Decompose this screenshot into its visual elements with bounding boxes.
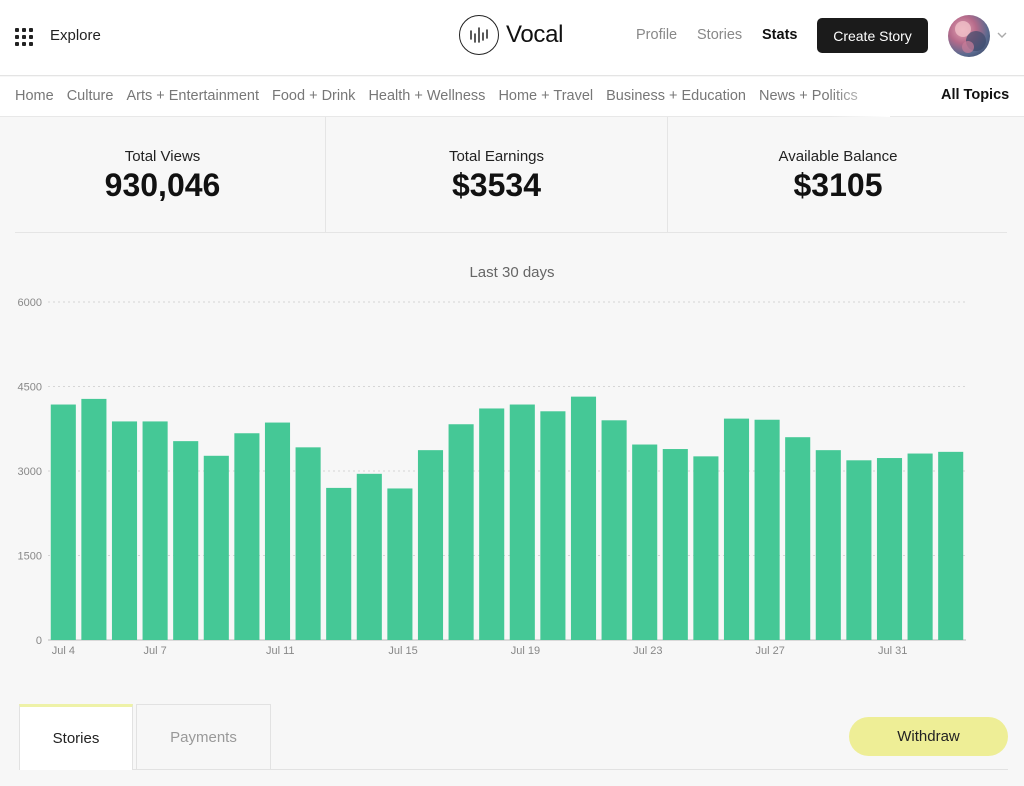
bar[interactable] <box>81 398 107 640</box>
stat-value: $3534 <box>452 167 541 203</box>
stat-label: Total Earnings <box>448 148 545 165</box>
x-tick-label: Jul 7 <box>144 645 167 657</box>
nav-profile[interactable]: Profile <box>636 27 678 43</box>
bar[interactable] <box>142 421 168 640</box>
bar[interactable] <box>785 437 811 640</box>
avatar[interactable] <box>948 15 990 57</box>
y-tick-label: 4500 <box>18 382 42 394</box>
bar[interactable] <box>540 411 566 640</box>
bar[interactable] <box>479 408 505 640</box>
apps-grid-icon[interactable] <box>15 28 33 46</box>
bar[interactable] <box>173 441 199 640</box>
tabs-underline <box>133 769 1008 770</box>
stat-total-views: Total Views 930,046 <box>0 117 325 233</box>
stat-available-balance: Available Balance $3105 <box>668 117 1008 233</box>
bar[interactable] <box>50 404 76 640</box>
top-header: Explore Vocal Profile Stories Stats Crea… <box>0 0 1024 76</box>
chart-title: Last 30 days <box>469 264 555 281</box>
views-bar-chart: 0 1500 3000 4500 6000 Jul 4 Jul 7 Jul 11 Jul 15 J… <box>18 297 966 657</box>
x-tick-label: Jul 23 <box>633 645 662 657</box>
tab-stories[interactable]: Stories <box>19 704 133 770</box>
x-tick-label: Jul 31 <box>878 645 907 657</box>
bar[interactable] <box>509 404 535 640</box>
topics-bar: Home Culture Arts + Entertainment Food + Dr… <box>0 77 1024 117</box>
bar[interactable] <box>876 458 903 640</box>
nav-stories[interactable]: Stories <box>697 27 743 43</box>
bar[interactable] <box>417 450 444 640</box>
bar[interactable] <box>693 456 719 640</box>
topic-health-wellness[interactable]: Health + Wellness <box>368 88 486 104</box>
nav-stats[interactable]: Stats <box>762 27 798 43</box>
bar[interactable] <box>632 444 658 640</box>
bar[interactable] <box>938 451 964 640</box>
bar[interactable] <box>907 453 933 640</box>
bar[interactable] <box>203 455 229 640</box>
bar[interactable] <box>326 487 352 640</box>
create-story-button[interactable]: Create Story <box>817 18 928 53</box>
topic-home[interactable]: Home <box>15 88 54 104</box>
bar[interactable] <box>570 396 597 640</box>
tab-payments[interactable]: Payments <box>136 704 271 770</box>
vocal-logo-icon <box>459 15 499 55</box>
topic-home-travel[interactable]: Home + Travel <box>498 88 594 104</box>
explore-link[interactable]: Explore <box>50 27 101 44</box>
vocal-logo[interactable]: Vocal <box>459 15 564 55</box>
bar[interactable] <box>387 488 413 640</box>
stat-total-earnings: Total Earnings $3534 <box>326 117 667 233</box>
divider <box>325 117 326 233</box>
topics-fade <box>830 77 890 117</box>
bar[interactable] <box>662 449 688 640</box>
bar[interactable] <box>815 450 841 640</box>
topics-scroll[interactable]: Home Culture Arts + Entertainment Food + Dr… <box>15 77 878 117</box>
y-tick-label: 3000 <box>18 466 42 478</box>
x-tick-label: Jul 19 <box>511 645 540 657</box>
stats-summary: Total Views 930,046 Total Earnings $3534… <box>0 117 1024 233</box>
x-tick-label: Jul 27 <box>756 645 785 657</box>
withdraw-button[interactable]: Withdraw <box>849 717 1008 756</box>
x-tick-label: Jul 11 <box>266 645 295 657</box>
topic-food-drink[interactable]: Food + Drink <box>272 88 356 104</box>
stat-value: $3105 <box>793 167 883 203</box>
x-tick-label: Jul 15 <box>388 645 417 657</box>
bar[interactable] <box>723 418 750 640</box>
bar[interactable] <box>754 419 780 640</box>
topic-culture[interactable]: Culture <box>66 88 114 104</box>
bar[interactable] <box>448 424 474 640</box>
y-tick-label: 6000 <box>18 297 42 309</box>
bar[interactable] <box>264 422 291 640</box>
y-tick-label: 0 <box>36 635 42 647</box>
bar[interactable] <box>234 433 260 640</box>
topic-business-education[interactable]: Business + Education <box>606 88 746 104</box>
divider <box>15 232 1007 233</box>
stat-label: Total Views <box>124 148 201 165</box>
chevron-down-icon[interactable] <box>996 29 1008 41</box>
bar[interactable] <box>111 421 138 640</box>
bar[interactable] <box>356 473 382 640</box>
y-tick-label: 1500 <box>18 551 42 563</box>
stat-label: Available Balance <box>778 148 898 165</box>
x-tick-label: Jul 4 <box>52 645 75 657</box>
topic-arts-entertainment[interactable]: Arts + Entertainment <box>126 88 260 104</box>
bar[interactable] <box>601 420 627 640</box>
all-topics-link[interactable]: All Topics <box>941 87 1010 103</box>
bar[interactable] <box>846 460 872 640</box>
divider <box>667 117 668 233</box>
stat-value: 930,046 <box>104 167 221 203</box>
logo-text: Vocal <box>506 21 564 48</box>
bar[interactable] <box>295 447 321 640</box>
